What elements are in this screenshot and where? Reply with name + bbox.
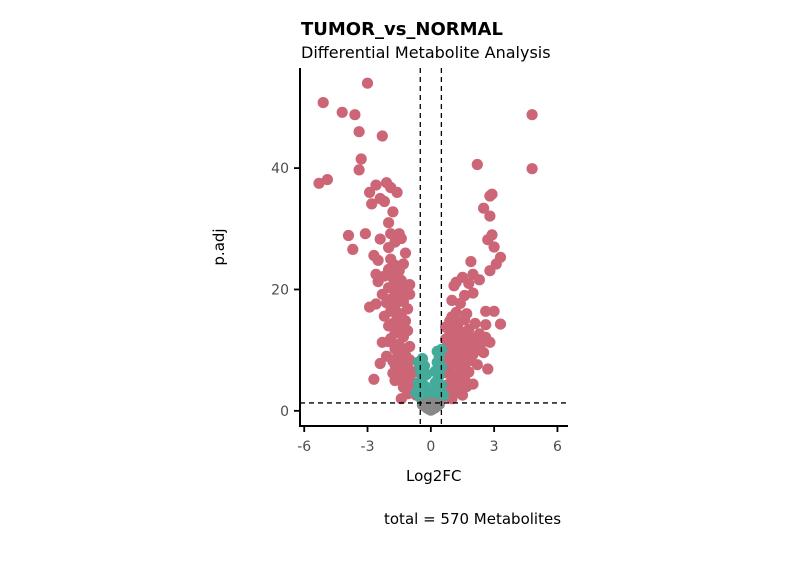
chart-title: TUMOR_vs_NORMAL [301,19,503,40]
data-point-significant [480,305,492,317]
data-point-significant [336,106,348,118]
data-point-significant [448,280,460,292]
data-point-significant [484,190,496,202]
data-point-significant [353,164,365,176]
data-point-significant [376,130,388,142]
data-point-significant [364,301,376,313]
data-point-significant [446,393,458,405]
data-point-significant [380,297,393,309]
data-point-significant [387,355,399,367]
data-point-significant [370,179,382,191]
data-point-significant [342,229,355,242]
data-point-fold-only [416,353,428,365]
data-point-significant [376,288,388,300]
data-point-significant [480,319,492,331]
data-point-significant [465,256,477,268]
data-point-significant [467,378,479,390]
data-point-significant [399,247,412,259]
chart-subtitle: Differential Metabolite Analysis [301,43,551,62]
data-point-significant [454,297,466,309]
data-point-significant [395,232,407,245]
data-point-significant [372,254,384,266]
data-point-significant [387,206,399,218]
data-point-significant [456,389,469,401]
data-point-significant [391,186,403,198]
data-point-significant [484,265,496,277]
data-point-not-significant [426,399,438,411]
data-point-significant [404,288,416,300]
y-tick-label: 0 [280,404,289,420]
data-point-significant [393,265,405,277]
data-point-significant [385,228,397,240]
data-point-significant [482,363,494,375]
data-point-significant [486,229,498,241]
chart-caption: total = 570 Metabolites [384,510,562,528]
data-point-significant [440,333,452,345]
data-point-significant [395,393,407,405]
data-point-significant [467,287,479,299]
threshold-lines [300,68,568,426]
x-tick-label: 6 [553,439,562,455]
data-point-significant [376,336,388,348]
data-point-fold-only [437,389,450,401]
x-tick-label: -6 [297,439,311,455]
data-point-significant [378,195,390,208]
data-point-significant [389,343,401,355]
data-point-significant [359,228,371,240]
data-point-significant [484,336,496,348]
data-point-significant [368,373,380,385]
data-point-significant [446,294,458,306]
data-point-significant [471,359,483,371]
data-point-significant [484,210,496,222]
x-axis-label: Log2FC [406,467,462,485]
y-axis-label: p.adj [210,228,228,266]
data-point-significant [347,243,359,255]
axes: -6 -3 0 3 6 0 20 40 [271,68,568,455]
data-point-significant [494,318,507,330]
data-point-significant [374,357,386,370]
data-point-significant [463,277,475,289]
data-point-significant [488,241,500,253]
data-point-significant [372,276,384,288]
data-point-significant [317,97,329,109]
data-point-significant [473,274,485,286]
x-tick-label: -3 [361,439,375,455]
data-point-significant [313,177,325,189]
data-point-significant [471,158,483,171]
data-point-significant [366,198,378,210]
x-tick-label: 0 [426,439,435,455]
data-point-significant [361,77,374,89]
data-point-significant [478,202,490,214]
data-point-significant [353,126,365,138]
data-point-significant [488,305,500,317]
data-point-significant [321,174,333,186]
data-point-significant [383,320,395,332]
data-point-significant [374,233,386,245]
data-point-significant [364,186,376,198]
data-point-significant [383,217,395,229]
x-tick-label: 3 [490,439,499,455]
data-point-significant [526,109,538,121]
data-point-significant [383,242,395,254]
y-tick-label: 40 [271,161,289,177]
data-point-significant [389,374,401,387]
data-point-significant [393,289,405,302]
points-layer [313,77,538,416]
data-point-significant [526,163,538,175]
data-point-significant [355,153,367,165]
data-point-significant [378,310,390,322]
data-point-significant [349,109,361,121]
data-point-significant [478,347,490,359]
y-tick-label: 20 [271,282,289,298]
